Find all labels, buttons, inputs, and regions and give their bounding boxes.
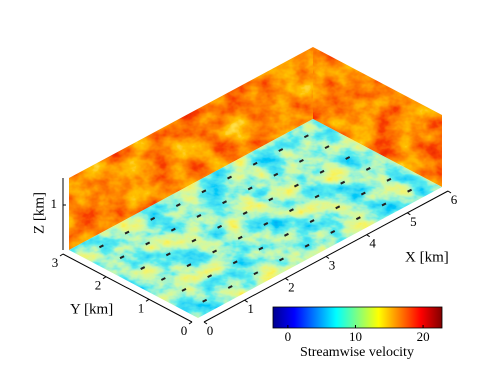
turbine bbox=[207, 274, 213, 278]
turbine bbox=[227, 285, 233, 289]
turbine bbox=[160, 277, 166, 281]
turbine bbox=[284, 232, 289, 237]
turbine bbox=[175, 203, 181, 207]
turbine bbox=[242, 211, 248, 215]
turbine bbox=[335, 205, 341, 210]
x-tick-label: 3 bbox=[329, 257, 336, 272]
y-tick-label: 2 bbox=[95, 278, 102, 293]
turbine bbox=[273, 172, 279, 177]
turbine bbox=[345, 156, 351, 160]
y-tick bbox=[145, 298, 150, 302]
turbine bbox=[365, 167, 371, 171]
turbine bbox=[309, 219, 315, 223]
colorbar-tick-label: 20 bbox=[417, 329, 430, 344]
turbine bbox=[201, 189, 207, 194]
z-axis-label: Z [km] bbox=[31, 192, 47, 234]
turbine bbox=[340, 180, 346, 185]
turbine bbox=[268, 197, 274, 202]
turbine bbox=[360, 191, 366, 196]
colorbar-tick-label: 0 bbox=[285, 329, 292, 344]
y-axis-label: Y [km] bbox=[70, 301, 113, 317]
colorbar bbox=[272, 306, 443, 329]
turbine bbox=[165, 252, 171, 257]
x-tick-label: 1 bbox=[247, 301, 254, 316]
turbine bbox=[124, 230, 130, 235]
x-tick-label: 2 bbox=[288, 279, 295, 294]
turbine bbox=[196, 214, 202, 218]
x-tick bbox=[407, 212, 411, 216]
x-tick bbox=[244, 299, 248, 303]
turbine bbox=[247, 186, 253, 191]
turbine bbox=[278, 148, 284, 152]
x-tick-label: 4 bbox=[369, 236, 376, 251]
colorbar-label: Streamwise velocity bbox=[300, 345, 414, 360]
x-tick bbox=[203, 321, 208, 325]
turbine bbox=[314, 194, 320, 199]
turbine bbox=[381, 202, 387, 207]
x-tick-label: 6 bbox=[451, 192, 458, 207]
x-tick bbox=[447, 190, 452, 194]
turbine bbox=[258, 246, 264, 251]
turbine bbox=[186, 263, 192, 268]
y-tick bbox=[188, 321, 193, 325]
turbine bbox=[140, 266, 146, 270]
turbine bbox=[288, 208, 294, 213]
turbine bbox=[227, 175, 232, 180]
x-tick bbox=[325, 256, 330, 259]
turbine bbox=[98, 244, 104, 249]
turbine bbox=[407, 188, 413, 193]
turbine bbox=[303, 134, 309, 139]
turbine bbox=[217, 224, 223, 229]
turbine bbox=[181, 287, 187, 292]
z-tick-label: 1 bbox=[51, 196, 58, 211]
colorbar-tick-label: 10 bbox=[349, 329, 362, 344]
x-axis-label: X [km] bbox=[405, 249, 449, 265]
turbine bbox=[145, 241, 151, 246]
turbine bbox=[150, 216, 156, 221]
turbine bbox=[386, 177, 392, 182]
turbine bbox=[232, 260, 238, 265]
turbine bbox=[119, 255, 125, 260]
y-axis-line bbox=[62, 253, 193, 323]
x-tick-label: 0 bbox=[207, 323, 214, 338]
turbine bbox=[212, 249, 218, 254]
turbine bbox=[263, 222, 269, 226]
turbine bbox=[222, 200, 227, 205]
y-tick bbox=[59, 253, 64, 257]
turbine bbox=[252, 161, 258, 166]
turbine bbox=[202, 298, 208, 303]
turbine bbox=[170, 227, 176, 232]
y-tick-label: 0 bbox=[181, 323, 188, 338]
turbine bbox=[298, 159, 304, 163]
turbine bbox=[319, 169, 325, 174]
x-tick bbox=[366, 234, 370, 238]
turbine bbox=[191, 238, 197, 243]
y-tick-label: 3 bbox=[52, 255, 59, 270]
turbine bbox=[304, 243, 310, 248]
turbine bbox=[330, 230, 336, 234]
turbine bbox=[293, 183, 299, 188]
y-tick-label: 1 bbox=[138, 300, 145, 315]
x-tick-label: 5 bbox=[410, 214, 417, 229]
y-tick bbox=[102, 276, 107, 280]
turbine bbox=[253, 271, 259, 276]
turbine bbox=[279, 257, 284, 262]
turbines bbox=[98, 134, 413, 303]
x-tick bbox=[285, 277, 289, 281]
turbine bbox=[237, 235, 243, 240]
turbine bbox=[355, 216, 361, 221]
turbine bbox=[324, 145, 330, 150]
